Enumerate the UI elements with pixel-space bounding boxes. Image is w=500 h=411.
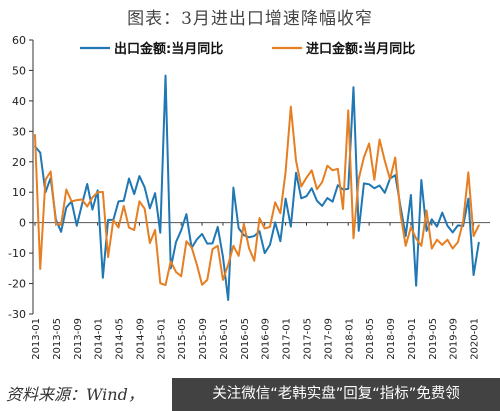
x-tick-label: 2014-09 xyxy=(135,318,146,360)
chart-title: 图表：3月进出口增速降幅收窄 xyxy=(127,9,373,29)
y-tick-label: 0 xyxy=(19,217,26,230)
x-tick-label: 2018-09 xyxy=(386,318,397,360)
x-tick-label: 2016-09 xyxy=(261,318,272,360)
x-tick-label: 2018-05 xyxy=(365,318,376,360)
x-tick-label: 2016-01 xyxy=(219,318,230,360)
x-tick-label: 2013-09 xyxy=(73,318,84,360)
watermark-banner: 关注微信“老韩实盘”回复“指标”免费领 xyxy=(172,378,500,411)
x-tick-label: 2019-01 xyxy=(407,318,418,360)
y-tick-label: 20 xyxy=(12,156,26,169)
x-tick-label: 2018-01 xyxy=(344,318,355,360)
x-tick-label: 2017-05 xyxy=(302,318,313,360)
import-series-line xyxy=(34,105,480,287)
y-tick-label: 10 xyxy=(12,186,26,199)
x-tick-label: 2013-01 xyxy=(31,318,42,360)
legend-label: 出口金额:当月同比 xyxy=(114,41,223,57)
x-tick-label: 2016-05 xyxy=(240,318,251,360)
y-tick-label: 50 xyxy=(12,64,26,77)
x-tick-label: 2019-09 xyxy=(449,318,460,360)
x-tick-label: 2013-05 xyxy=(52,318,63,360)
y-tick-label: -10 xyxy=(8,247,26,260)
y-tick-label: 40 xyxy=(12,95,26,108)
x-tick-label: 2020-01 xyxy=(470,318,481,360)
x-tick-label: 2017-09 xyxy=(323,318,334,360)
x-tick-label: 2019-05 xyxy=(428,318,439,360)
y-tick-label: -30 xyxy=(8,308,26,321)
y-tick-label: 30 xyxy=(12,125,26,138)
x-tick-label: 2014-05 xyxy=(115,318,126,360)
legend-label: 进口金额:当月同比 xyxy=(306,41,415,57)
x-tick-label: 2014-01 xyxy=(94,318,105,360)
source-note: 资料来源：Wind， xyxy=(6,385,144,404)
y-tick-label: -20 xyxy=(8,278,26,291)
x-tick-label: 2015-01 xyxy=(156,318,167,360)
x-tick-label: 2015-09 xyxy=(198,318,209,360)
y-tick-label: 60 xyxy=(12,34,26,47)
x-tick-label: 2017-01 xyxy=(282,318,293,360)
export-series-line xyxy=(34,74,480,301)
x-tick-label: 2015-05 xyxy=(177,318,188,360)
